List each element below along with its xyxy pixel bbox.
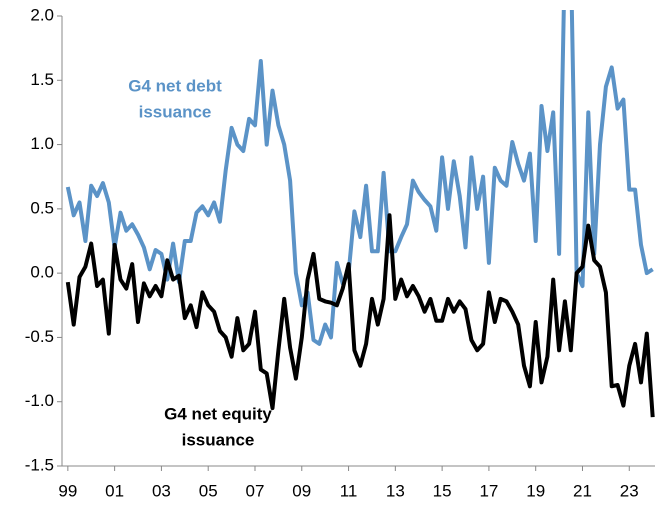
x-tick-label: 17 xyxy=(479,481,498,500)
x-tick-label: 21 xyxy=(573,481,592,500)
x-tick-label: 15 xyxy=(433,481,452,500)
series-line xyxy=(65,213,655,418)
y-tick-label: -1.0 xyxy=(25,391,54,410)
plot-lines xyxy=(65,10,655,418)
y-tick-label: 2.0 xyxy=(30,5,54,24)
x-tick-label: 07 xyxy=(246,481,265,500)
annotation: issuance xyxy=(139,102,212,121)
y-tick-label: 1.0 xyxy=(30,134,54,153)
annotation: issuance xyxy=(182,430,255,449)
x-tick-label: 23 xyxy=(620,481,639,500)
y-tick-label: -0.5 xyxy=(25,327,54,346)
annotation: G4 net debt xyxy=(128,76,222,95)
y-tick-label: 0.5 xyxy=(30,198,54,217)
y-tick-label: -1.5 xyxy=(25,455,54,474)
x-tick-label: 01 xyxy=(105,481,124,500)
series-line xyxy=(65,10,654,346)
x-tick-label: 03 xyxy=(152,481,171,500)
x-tick-label: 05 xyxy=(199,481,218,500)
x-tick-label: 11 xyxy=(340,481,358,500)
y-tick-label: 1.5 xyxy=(30,70,54,89)
annotation: G4 net equity xyxy=(164,404,272,423)
x-tick-label: 13 xyxy=(386,481,405,500)
x-tick-label: 09 xyxy=(292,481,311,500)
x-tick-label: 19 xyxy=(526,481,545,500)
x-tick-label: 99 xyxy=(58,481,77,500)
y-tick-label: 0.0 xyxy=(30,263,54,282)
